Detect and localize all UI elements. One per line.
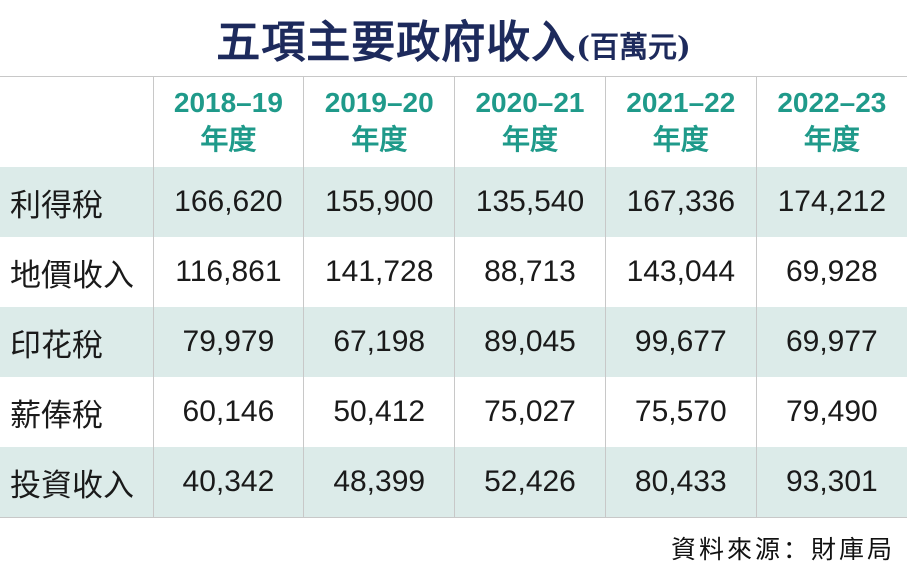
table-cell: 174,212 [755,167,907,237]
header-year-0: 2018–19 年度 [152,76,304,167]
table-row-investment-income: 投資收入 40,342 48,399 52,426 80,433 93,301 [0,447,907,518]
row-label: 印花稅 [0,307,153,377]
header-year-suffix: 年度 [803,124,860,155]
table-cell: 166,620 [152,167,304,237]
header-year-suffix: 年度 [200,124,257,155]
header-year-suffix: 年度 [501,124,558,155]
table-cell: 48,399 [303,447,455,518]
table-cell: 75,027 [454,377,606,447]
chart-title: 五項主要政府收入(百萬元) [0,6,907,70]
table-cell: 52,426 [454,447,606,518]
header-year-suffix: 年度 [652,124,709,155]
table-cell: 99,677 [604,307,757,377]
table-cell: 79,979 [152,307,304,377]
header-year-label: 2019–20 [324,87,434,119]
header-year-label: 2018–19 [173,87,283,119]
table-cell: 143,044 [604,237,757,307]
table-cell: 116,861 [152,237,304,307]
table-cell: 67,198 [303,307,455,377]
table-cell: 75,570 [604,377,757,447]
table-cell: 155,900 [303,167,455,237]
header-year-label: 2022–23 [777,87,887,119]
row-label: 投資收入 [0,447,153,518]
header-year-3: 2021–22 年度 [604,76,757,167]
table-row-land-premium: 地價收入 116,861 141,728 88,713 143,044 69,9… [0,237,907,307]
table-cell: 89,045 [454,307,606,377]
title-main: 五項主要政府收入 [216,17,577,68]
table-cell: 69,928 [755,237,907,307]
header-year-label: 2021–22 [626,87,736,119]
table-cell: 135,540 [454,167,606,237]
header-year-label: 2020–21 [475,87,585,119]
header-year-4: 2022–23 年度 [755,76,907,167]
table-cell: 79,490 [755,377,907,447]
title-unit: (百萬元) [576,30,691,64]
table-cell: 88,713 [454,237,606,307]
table-cell: 69,977 [755,307,907,377]
table-cell: 141,728 [303,237,455,307]
table-cell: 93,301 [755,447,907,518]
header-row: 2018–19 年度 2019–20 年度 2020–21 年度 2021–22 年度 … [0,76,907,167]
revenue-table: 2018–19 年度 2019–20 年度 2020–21 年度 2021–22 年度 … [0,76,907,518]
table-cell: 50,412 [303,377,455,447]
header-year-2: 2020–21 年度 [454,76,606,167]
table-cell: 80,433 [604,447,757,518]
table-row-salaries-tax: 薪俸稅 60,146 50,412 75,027 75,570 79,490 [0,377,907,447]
row-label: 薪俸稅 [0,377,153,447]
table-row-stamp-duty: 印花稅 79,979 67,198 89,045 99,677 69,977 [0,307,907,377]
table-row-profits-tax: 利得稅 166,620 155,900 135,540 167,336 174,… [0,167,907,237]
table-cell: 40,342 [152,447,304,518]
row-label: 地價收入 [0,237,153,307]
row-label: 利得稅 [0,167,153,237]
source-note: 資料來源：財庫局 [670,535,895,564]
header-year-1: 2019–20 年度 [303,76,455,167]
table-cell: 60,146 [152,377,304,447]
header-year-suffix: 年度 [351,124,408,155]
table-cell: 167,336 [604,167,757,237]
header-corner [0,76,153,167]
